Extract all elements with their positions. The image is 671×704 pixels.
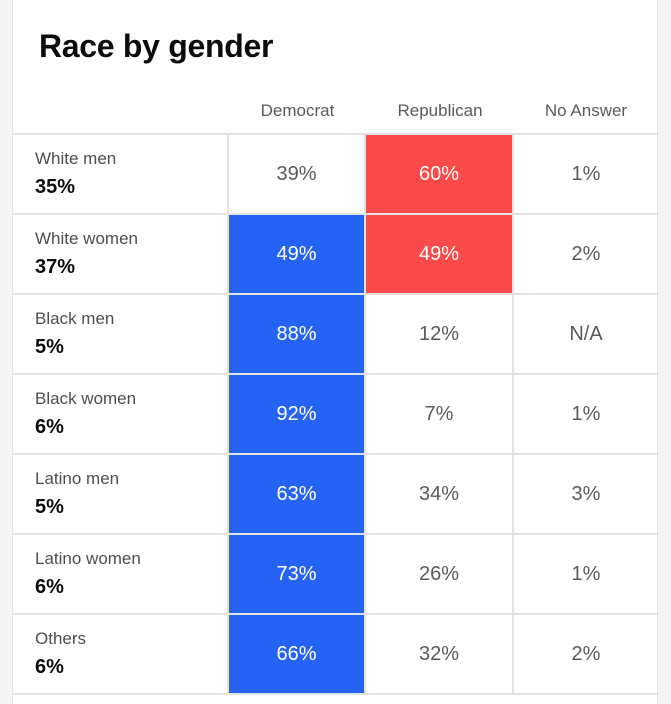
row-label: Others 6% [13,615,229,693]
group-name: Others [35,629,87,648]
table-body: White men 35% 39% 60% 1% White women 37%… [13,135,658,695]
group-share: 5% [35,336,64,358]
table-row: White women 37% 49% 49% 2% [13,215,658,295]
no-answer-cell: 1% [571,562,601,585]
no-answer-cell: 3% [571,482,601,505]
group-name: Black men [35,309,115,328]
group-share: 37% [35,256,76,278]
header-democrat: Democrat [260,100,335,120]
democrat-cell: 88% [229,295,366,373]
row-label: Latino women 6% [13,535,229,613]
democrat-cell: 63% [229,455,366,533]
table-row: Latino men 5% 63% 34% 3% [13,455,658,535]
group-share: 6% [35,576,64,598]
republican-cell: 60% [366,135,514,213]
group-share: 6% [35,656,64,678]
democrat-cell: 66% [229,615,366,693]
row-label: Black men 5% [13,295,229,373]
republican-cell: 32% [366,615,514,693]
group-name: White men [35,149,117,168]
no-answer-cell: 2% [571,242,601,265]
republican-cell: 34% [366,455,514,533]
group-name: White women [35,229,138,248]
republican-cell: 12% [366,295,514,373]
no-answer-cell: 1% [571,162,601,185]
democrat-cell: 49% [229,215,366,293]
democrat-cell: 92% [229,375,366,453]
row-label: White women 37% [13,215,229,293]
header-republican: Republican [397,100,483,120]
no-answer-cell: N/A [569,322,603,345]
republican-cell: 49% [366,215,514,293]
no-answer-cell: 1% [571,402,601,425]
no-answer-cell: 2% [571,642,601,665]
table-row: White men 35% 39% 60% 1% [13,135,658,215]
chart-title: Race by gender [39,28,274,64]
row-label: Black women 6% [13,375,229,453]
group-share: 5% [35,496,64,518]
group-name: Latino men [35,469,120,488]
header-corner [13,88,229,133]
group-name: Black women [35,389,137,408]
table-row: Others 6% 66% 32% 2% [13,615,658,695]
republican-cell: 7% [366,375,514,453]
table-header: Democrat Republican No Answer [13,88,658,135]
democrat-cell: 39% [229,135,366,213]
row-label: Latino men 5% [13,455,229,533]
group-share: 35% [35,176,76,198]
democrat-cell: 73% [229,535,366,613]
table-row: Black women 6% 92% 7% 1% [13,375,658,455]
row-label: White men 35% [13,135,229,213]
results-card: Race by gender Democrat Republican No An… [12,0,658,704]
group-name: Latino women [35,549,141,568]
group-share: 6% [35,416,64,438]
table-row: Black men 5% 88% 12% N/A [13,295,658,375]
table-row: Latino women 6% 73% 26% 1% [13,535,658,615]
header-no-answer: No Answer [544,100,628,120]
republican-cell: 26% [366,535,514,613]
